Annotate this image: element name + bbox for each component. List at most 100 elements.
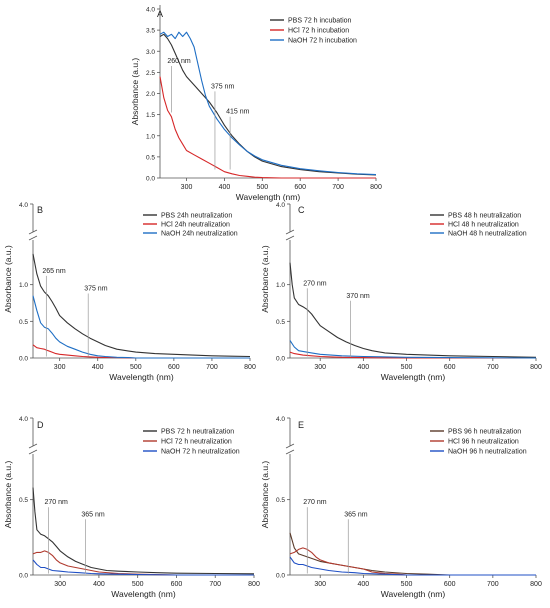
x-axis-label: Wavelength (nm) xyxy=(381,589,446,599)
legend-entry: PBS 72 h incubation xyxy=(288,18,352,25)
annotation-label: 370 nm xyxy=(346,293,370,300)
y-tick-label-top: 4.0 xyxy=(276,416,285,423)
y-axis-break-mark xyxy=(285,229,295,241)
annotation-label: 270 nm xyxy=(303,499,327,506)
panel-label: E xyxy=(298,420,304,430)
y-tick-label: 0.5 xyxy=(276,497,285,504)
annotation-label: 375 nm xyxy=(84,285,108,292)
x-tick-label: 600 xyxy=(444,581,456,588)
x-tick-label: 400 xyxy=(92,364,104,371)
y-tick-label-top: 4.0 xyxy=(19,416,28,423)
y-tick-label: 1.0 xyxy=(146,133,155,140)
x-axis-label: Wavelength (nm) xyxy=(111,589,176,599)
y-tick-label: 0.5 xyxy=(146,154,155,161)
y-tick-label: 0.5 xyxy=(276,319,285,326)
x-tick-label: 500 xyxy=(256,184,268,191)
y-axis-label: Absorbance (a.u.) xyxy=(260,245,270,313)
series-line-1 xyxy=(289,547,536,576)
annotation-label: 270 nm xyxy=(303,280,327,287)
y-tick-label: 0.0 xyxy=(276,573,285,580)
y-tick-label-top: 4.0 xyxy=(19,202,28,209)
panel-e: 4.0 300 400 500 600 700 800 0.0 0.5 Wavelength (n… xyxy=(260,416,542,599)
y-tick-label: 3.5 xyxy=(146,28,155,35)
x-tick-label: 800 xyxy=(244,364,256,371)
series-line-2 xyxy=(159,31,377,176)
legend-entry: NaOH 48 h neutralization xyxy=(448,231,527,238)
y-tick-label: 0.0 xyxy=(19,356,28,363)
panel-a: 300 400 500 600 700 800 0.0 0.5 1.0 1.5 2.0 2.5 3.0 3… xyxy=(130,5,382,202)
panel-b: 4.0 300 400 500 600 700 800 0.0 0.5 1.0 Wavelength… xyxy=(3,202,256,382)
x-tick-label: 700 xyxy=(487,364,499,371)
legend-entry: NaOH 72 h neutralization xyxy=(161,449,240,456)
x-tick-label: 600 xyxy=(444,364,456,371)
x-tick-label: 300 xyxy=(314,581,326,588)
annotation-label: 365 nm xyxy=(344,511,368,518)
legend-entry: HCl 72 h incubation xyxy=(288,28,349,35)
x-tick-label: 800 xyxy=(530,581,542,588)
panel-label: D xyxy=(37,420,44,430)
y-tick-label: 2.5 xyxy=(146,70,155,77)
series-line-1 xyxy=(159,76,376,179)
y-tick-label: 4.0 xyxy=(146,7,155,14)
x-tick-label: 600 xyxy=(168,364,180,371)
annotation-label: 260 nm xyxy=(167,58,191,65)
y-tick-label: 1.0 xyxy=(276,282,285,289)
x-tick-label: 800 xyxy=(248,581,260,588)
legend-entry: HCl 96 h neutralization xyxy=(448,439,519,446)
legend-entry: NaOH 24h neutralization xyxy=(161,231,238,238)
x-tick-label: 800 xyxy=(370,184,382,191)
x-tick-label: 500 xyxy=(132,581,144,588)
series-line-0 xyxy=(159,33,377,176)
y-tick-label: 2.0 xyxy=(146,91,155,98)
annotation-label: 265 nm xyxy=(42,268,66,275)
y-axis-label: Absorbance (a.u.) xyxy=(3,461,13,529)
legend-entry: PBS 24h neutralization xyxy=(161,213,232,220)
legend-entry: HCl 24h neutralization xyxy=(161,222,230,229)
x-axis-label: Wavelength (nm) xyxy=(381,372,446,382)
y-tick-label: 0.0 xyxy=(19,573,28,580)
x-tick-label: 700 xyxy=(332,184,344,191)
x-tick-label: 300 xyxy=(54,581,66,588)
x-tick-label: 800 xyxy=(530,364,542,371)
x-tick-label: 700 xyxy=(209,581,221,588)
legend-entry: PBS 96 h neutralization xyxy=(448,429,521,436)
y-axis-break-mark xyxy=(28,443,38,455)
series-line-2 xyxy=(289,340,537,359)
legend-entry: HCl 72 h neutralization xyxy=(161,439,232,446)
x-tick-label: 700 xyxy=(487,581,499,588)
y-tick-label: 0.0 xyxy=(276,356,285,363)
legend-entry: HCl 48 h neutralization xyxy=(448,222,519,229)
legend-entry: PBS 72 h neutralization xyxy=(161,429,234,436)
annotation-label: 415 nm xyxy=(226,109,250,116)
x-axis-label: Wavelength (nm) xyxy=(109,372,174,382)
series-line-0 xyxy=(32,487,255,575)
panel-label: B xyxy=(37,205,43,215)
annotation-label: 270 nm xyxy=(45,499,69,506)
series-line-0 xyxy=(289,262,537,358)
x-tick-label: 400 xyxy=(219,184,231,191)
series-line-2 xyxy=(32,295,250,359)
y-tick-label: 1.5 xyxy=(146,112,155,119)
x-tick-label: 600 xyxy=(171,581,183,588)
y-axis-label: Absorbance (a.u.) xyxy=(130,58,140,126)
x-tick-label: 400 xyxy=(358,364,370,371)
series-line-2 xyxy=(32,559,254,576)
y-axis-break-mark xyxy=(285,443,295,455)
y-tick-label: 0.0 xyxy=(146,176,155,183)
legend-entry: NaOH 72 h incubation xyxy=(288,38,357,45)
y-axis-break-mark xyxy=(28,229,38,241)
x-tick-label: 500 xyxy=(401,364,413,371)
series-line-0 xyxy=(289,532,536,576)
y-tick-label: 3.0 xyxy=(146,49,155,56)
panel-c: 4.0 300 400 500 600 700 800 0.0 0.5 1.0 Wavelength… xyxy=(260,202,542,382)
x-tick-label: 300 xyxy=(314,364,326,371)
x-tick-label: 500 xyxy=(401,581,413,588)
series-line-2 xyxy=(289,556,536,576)
y-tick-label-top: 4.0 xyxy=(276,202,285,209)
legend-entry: NaOH 96 h neutralization xyxy=(448,449,527,456)
x-tick-label: 400 xyxy=(93,581,105,588)
x-tick-label: 400 xyxy=(358,581,370,588)
x-axis-label: Wavelength (nm) xyxy=(236,192,301,202)
